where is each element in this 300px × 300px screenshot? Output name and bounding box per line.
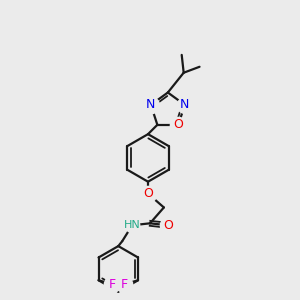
Text: O: O <box>173 118 183 131</box>
Text: O: O <box>143 187 153 200</box>
Text: F: F <box>109 278 116 291</box>
Text: N: N <box>180 98 190 111</box>
Text: HN: HN <box>124 220 140 230</box>
Text: N: N <box>146 98 156 111</box>
Text: O: O <box>163 219 173 232</box>
Text: F: F <box>121 278 128 291</box>
